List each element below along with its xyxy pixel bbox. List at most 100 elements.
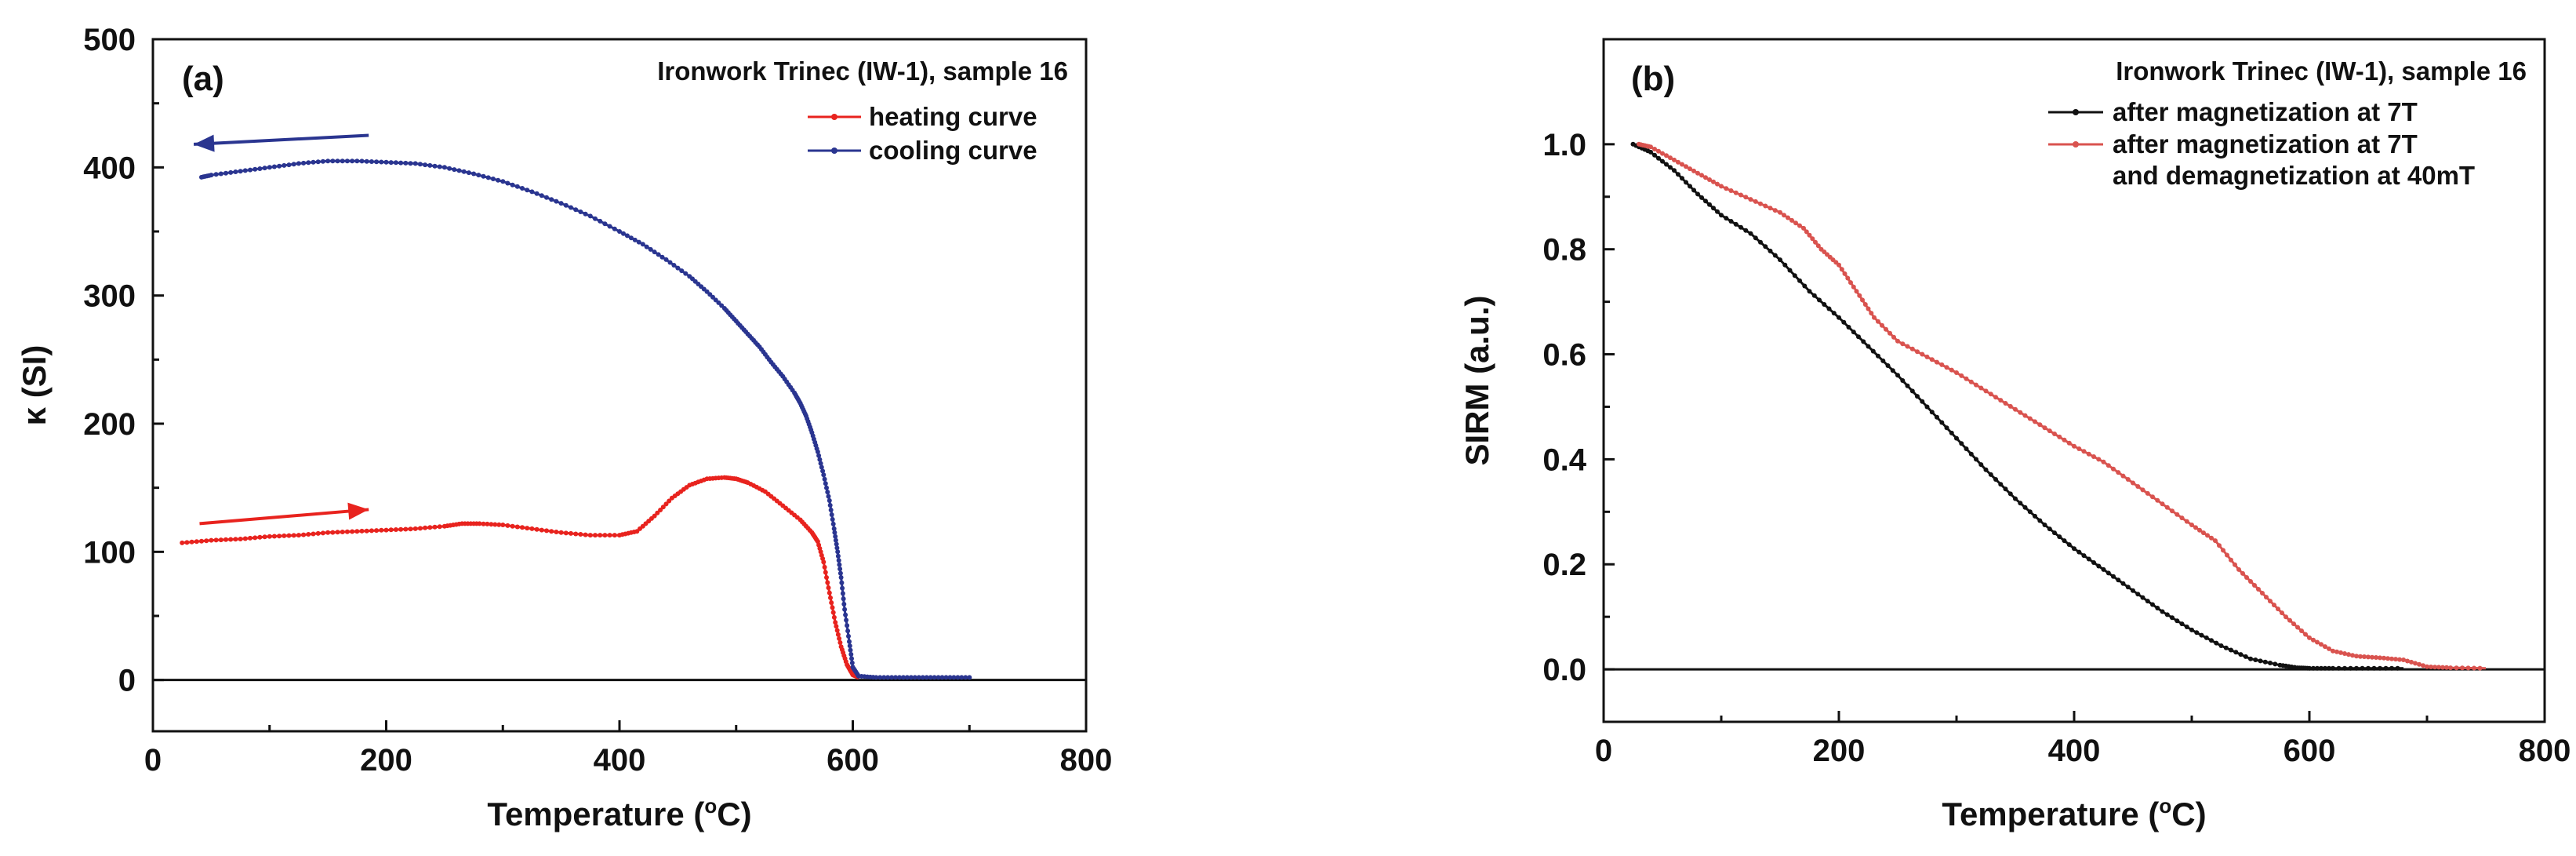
- data-point: [525, 188, 530, 193]
- data-point: [936, 675, 941, 680]
- data-point: [1848, 280, 1853, 286]
- data-point: [1876, 353, 1880, 359]
- data-point: [544, 195, 549, 200]
- data-point: [652, 513, 657, 519]
- y-tick-label: 0.0: [1542, 653, 1586, 687]
- data-point: [1787, 268, 1793, 273]
- data-point: [2037, 518, 2043, 523]
- data-point: [315, 530, 321, 536]
- data-point: [1983, 467, 1989, 472]
- data-point: [388, 527, 394, 533]
- data-point: [2323, 644, 2327, 650]
- data-point: [833, 534, 838, 539]
- data-point: [660, 504, 666, 510]
- data-point: [837, 640, 843, 645]
- data-point: [963, 675, 968, 680]
- data-point: [291, 533, 296, 538]
- data-point: [354, 529, 360, 534]
- data-point: [2072, 443, 2076, 449]
- data-point: [306, 160, 311, 166]
- data-point: [1935, 359, 1939, 365]
- data-point: [1876, 319, 1880, 324]
- y-tick-label: 1.0: [1542, 128, 1586, 162]
- data-point: [1801, 225, 1806, 231]
- data-point: [350, 529, 355, 534]
- data-point: [624, 233, 630, 239]
- data-point: [447, 166, 452, 171]
- data-point: [1968, 451, 1974, 457]
- data-point: [2315, 639, 2320, 645]
- data-point: [885, 675, 891, 680]
- data-point: [2233, 562, 2237, 567]
- data-point: [2096, 563, 2102, 569]
- data-point: [1758, 239, 1763, 245]
- data-point: [325, 158, 331, 164]
- data-point: [2027, 416, 2033, 421]
- data-point: [1822, 302, 1827, 307]
- data-point: [659, 254, 665, 260]
- data-point: [1978, 385, 1984, 391]
- data-point: [379, 159, 384, 165]
- data-point: [1842, 271, 1848, 276]
- data-point: [514, 184, 520, 189]
- data-point: [383, 159, 389, 165]
- data-point: [2091, 560, 2096, 565]
- data-point: [1815, 243, 1821, 249]
- data-point: [2268, 599, 2273, 604]
- data-point: [1724, 216, 1729, 221]
- data-point: [496, 522, 502, 527]
- data-point: [2253, 657, 2258, 662]
- data-point: [213, 172, 219, 177]
- data-point: [1676, 172, 1680, 177]
- data-point: [2307, 665, 2312, 671]
- data-point: [2327, 646, 2331, 651]
- data-point: [1954, 370, 1959, 375]
- data-point: [1711, 179, 1716, 184]
- legend-entry-demag: after magnetization at 7T and demagnetiz…: [2048, 129, 2475, 190]
- data-point: [827, 503, 833, 508]
- data-point: [2413, 661, 2418, 666]
- data-point: [713, 297, 718, 303]
- data-point: [607, 533, 612, 538]
- data-point: [1856, 334, 1861, 340]
- data-point: [578, 532, 583, 537]
- data-point: [2047, 526, 2052, 532]
- data-point: [1993, 395, 1998, 400]
- data-point: [2229, 647, 2233, 653]
- data-point: [2240, 570, 2245, 576]
- data-point: [2189, 627, 2194, 632]
- data-point: [1826, 306, 1832, 311]
- data-point: [2342, 665, 2347, 671]
- data-point: [901, 675, 906, 680]
- data-point: [2155, 497, 2160, 503]
- data-point: [2066, 542, 2072, 548]
- data-point: [558, 530, 564, 535]
- data-point: [1728, 188, 1734, 193]
- data-point: [1782, 262, 1788, 268]
- data-point: [277, 163, 282, 169]
- data-point: [2111, 466, 2116, 472]
- data-point: [558, 201, 564, 206]
- direction-arrow-head: [194, 134, 215, 152]
- data-point: [841, 602, 847, 606]
- data-point: [2170, 508, 2175, 514]
- data-point: [1837, 315, 1841, 320]
- data-point: [2131, 588, 2135, 593]
- data-point: [835, 632, 841, 637]
- data-point: [607, 224, 612, 229]
- data-point: [1817, 297, 1822, 303]
- data-point: [1944, 365, 1949, 370]
- data-point: [534, 526, 540, 532]
- data-point: [1949, 367, 1954, 373]
- data-point: [423, 162, 428, 168]
- data-point: [1652, 152, 1657, 158]
- data-point: [719, 303, 725, 308]
- data-point: [2072, 546, 2076, 552]
- data-point: [656, 252, 661, 257]
- data-point: [2472, 665, 2476, 671]
- data-point: [364, 528, 369, 534]
- data-point: [311, 159, 316, 165]
- data-point: [644, 244, 649, 250]
- data-point: [830, 521, 836, 526]
- data-point: [2150, 602, 2155, 607]
